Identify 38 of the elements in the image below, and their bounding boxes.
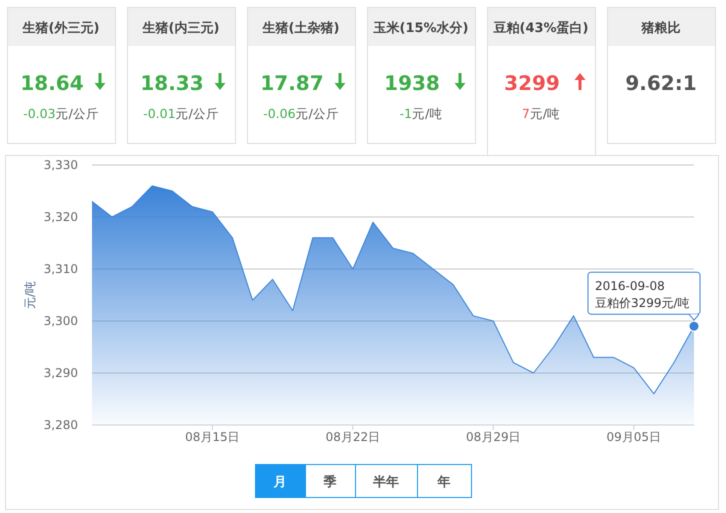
data-label: -1 <box>400 106 412 121</box>
x-tick-label: 08月29日 <box>466 430 521 444</box>
category-label: 季 <box>322 474 336 490</box>
text: 元/吨 <box>412 106 442 121</box>
y-tick-label: 3,320 <box>44 210 78 224</box>
category-label: 生猪(内三元) <box>142 21 220 36</box>
y-tick-label: 3,280 <box>44 418 78 432</box>
category-label: 年 <box>436 475 450 490</box>
x-tick-label: 08月15日 <box>185 430 240 444</box>
text: 18.64 <box>20 71 84 95</box>
category-label: 豆粕(43%蛋白) <box>492 21 588 36</box>
text: 9.62:1 <box>625 71 697 95</box>
annotation: 2016-09-08 豆粕价3299元/吨 <box>595 279 690 310</box>
text: 元/公斤 <box>56 106 99 121</box>
text: 3299 <box>504 71 560 95</box>
data-label: -0.06 <box>263 106 296 121</box>
category-label: 玉米(15%水分) <box>372 21 468 36</box>
text: 1938 <box>384 71 440 95</box>
text: 元/吨 <box>530 106 560 121</box>
category-label: 猪粮比 <box>640 20 680 36</box>
text: 17.87 <box>260 71 324 95</box>
text: 元/公斤 <box>176 106 219 121</box>
category-label: 生猪(外三元) <box>22 21 100 36</box>
y-tick-label: 3,330 <box>44 158 78 172</box>
category-label: 半年 <box>372 475 399 490</box>
y-tick-label: 3,290 <box>44 366 78 380</box>
y-tick-label: 3,310 <box>44 262 78 276</box>
data-label: -0.03 <box>23 106 56 121</box>
x-tick-label: 08月22日 <box>326 430 380 444</box>
y-tick-label: 3,300 <box>44 314 78 328</box>
text: 18.33 <box>140 71 204 95</box>
text: 元/公斤 <box>296 106 339 121</box>
y-axis-title: 元/吨 <box>23 280 37 310</box>
category-label: 月 <box>272 475 286 490</box>
category-label: 生猪(土杂猪) <box>262 21 340 36</box>
x-tick-label: 09月05日 <box>606 430 662 444</box>
data-label: 7 <box>522 106 530 121</box>
data-label: -0.01 <box>143 106 176 121</box>
